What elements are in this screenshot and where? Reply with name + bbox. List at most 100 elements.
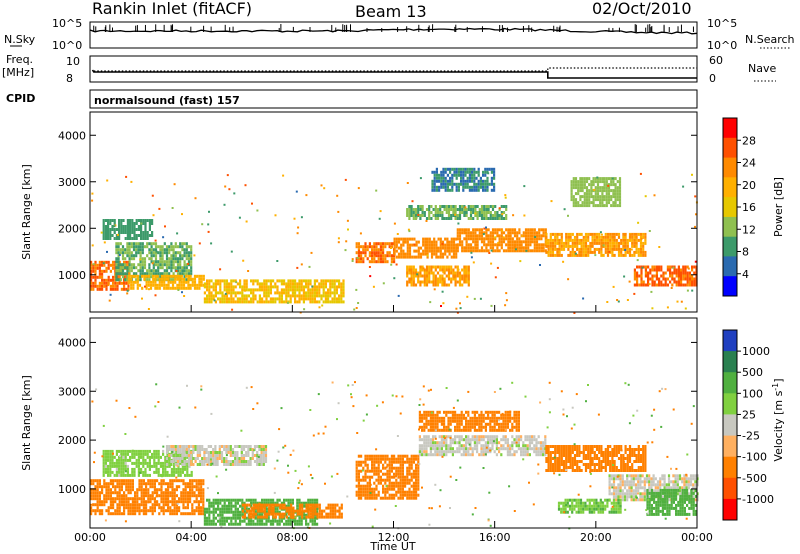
heatmap-cell (147, 482, 150, 486)
heatmap-cell (582, 297, 585, 300)
heatmap-cell (426, 255, 429, 259)
heatmap-cell (145, 286, 148, 290)
heatmap-cell (261, 501, 264, 505)
heatmap-cell (111, 234, 114, 237)
heatmap-cell (373, 245, 376, 249)
heatmap-cell (145, 283, 148, 287)
heatmap-cell (175, 500, 178, 504)
heatmap-cell (192, 463, 195, 466)
heatmap-cell (644, 271, 647, 275)
heatmap-cell (108, 299, 111, 302)
heatmap-cell (203, 513, 206, 517)
heatmap-cell (256, 209, 259, 212)
heatmap-cell (195, 497, 198, 501)
heatmap-cell (423, 271, 426, 275)
heatmap-cell (196, 457, 199, 460)
heatmap-cell (474, 240, 477, 244)
heatmap-cell (162, 482, 165, 486)
heatmap-cell (540, 237, 543, 241)
heatmap-cell (439, 274, 442, 278)
heatmap-cell (288, 284, 291, 287)
heatmap-cell (142, 461, 145, 465)
heatmap-cell (243, 512, 247, 516)
heatmap-cell (107, 455, 110, 459)
heatmap-cell (144, 234, 147, 237)
heatmap-cell (107, 222, 110, 225)
heatmap-cell (453, 167, 456, 171)
heatmap-cell (472, 228, 475, 232)
heatmap-cell (245, 463, 248, 466)
heatmap-cell (366, 245, 369, 249)
heatmap-cell (127, 280, 131, 284)
heatmap-cell (465, 280, 468, 284)
heatmap-cell (616, 186, 619, 190)
heatmap-cell (254, 516, 257, 520)
heatmap-cell (505, 214, 508, 217)
heatmap-cell (195, 506, 198, 510)
heatmap-cell (261, 522, 264, 526)
heatmap-cell (167, 280, 170, 284)
heatmap-cell (160, 479, 163, 483)
heatmap-cell (469, 249, 473, 253)
heatmap-cell (458, 277, 462, 281)
heatmap-cell (130, 286, 133, 290)
heatmap-cell (462, 182, 465, 186)
heatmap-cell (135, 461, 138, 465)
heatmap-cell (103, 281, 106, 285)
heatmap-cell (252, 279, 255, 283)
heatmap-cell (164, 503, 167, 507)
heatmap-cell (583, 180, 586, 184)
heatmap-cell (447, 205, 451, 208)
heatmap-cell (545, 250, 548, 254)
heatmap-cell (144, 449, 147, 453)
heatmap-cell (612, 201, 615, 205)
heatmap-cell (640, 271, 643, 275)
heatmap-cell (176, 454, 180, 457)
heatmap-cell (239, 300, 242, 304)
heatmap-cell (137, 473, 140, 477)
heatmap-cell (189, 274, 192, 278)
heatmap-cell (139, 278, 142, 282)
heatmap-cell (142, 464, 145, 468)
cpid-value: normalsound (fast) 157 (94, 94, 240, 107)
heatmap-cell (247, 451, 250, 454)
heatmap-cell (208, 294, 211, 298)
heatmap-cell (554, 235, 557, 239)
heatmap-cell (408, 478, 411, 482)
heatmap-cell (682, 271, 685, 275)
heatmap-cell (285, 294, 288, 298)
heatmap-cell (651, 265, 654, 269)
heatmap-cell (417, 246, 420, 250)
heatmap-cell (466, 167, 469, 171)
heatmap-cell (239, 516, 242, 520)
heatmap-cell (223, 448, 226, 451)
heatmap-cell (595, 241, 599, 245)
heatmap-cell (442, 170, 445, 174)
heatmap-cell (120, 482, 123, 486)
heatmap-cell (194, 457, 197, 460)
heatmap-cell (513, 243, 517, 247)
heatmap-cell (223, 285, 226, 289)
heatmap-cell (118, 488, 121, 492)
heatmap-cell (145, 500, 148, 504)
heatmap-cell (143, 266, 147, 270)
heatmap-cell (333, 291, 336, 295)
heatmap-cell (252, 506, 255, 510)
heatmap-cell (109, 293, 112, 296)
heatmap-cell (577, 180, 580, 184)
heatmap-cell (221, 300, 224, 304)
heatmap-cell (593, 250, 596, 254)
heatmap-cell (313, 288, 316, 292)
heatmap-cell (393, 493, 396, 497)
heatmap-cell (181, 257, 184, 261)
heatmap-cell (128, 245, 131, 249)
heatmap-cell (655, 274, 658, 278)
heatmap-cell (193, 509, 196, 513)
heatmap-cell (440, 185, 443, 189)
heatmap-cell (395, 249, 398, 253)
heatmap-cell (375, 454, 378, 458)
heatmap-cell (644, 250, 647, 254)
heatmap-cell (556, 241, 559, 245)
heatmap-cell (130, 242, 133, 246)
heatmap-cell (410, 268, 413, 272)
